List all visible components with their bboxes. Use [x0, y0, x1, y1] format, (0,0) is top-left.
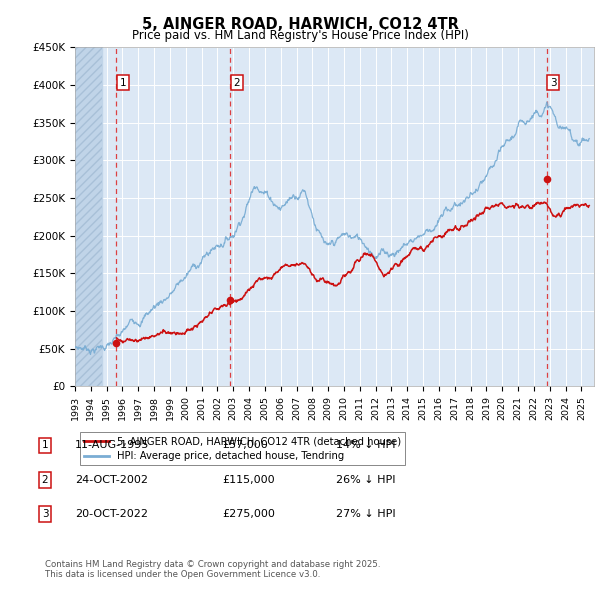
Text: 1: 1 — [41, 441, 49, 450]
Text: 1: 1 — [119, 78, 126, 88]
Text: 20-OCT-2022: 20-OCT-2022 — [75, 509, 148, 519]
Text: 3: 3 — [41, 509, 49, 519]
Text: £57,000: £57,000 — [222, 441, 268, 450]
Text: £115,000: £115,000 — [222, 475, 275, 484]
Text: 3: 3 — [550, 78, 556, 88]
Text: 27% ↓ HPI: 27% ↓ HPI — [336, 509, 395, 519]
Text: Price paid vs. HM Land Registry's House Price Index (HPI): Price paid vs. HM Land Registry's House … — [131, 29, 469, 42]
Text: 24-OCT-2002: 24-OCT-2002 — [75, 475, 148, 484]
Text: 2: 2 — [233, 78, 240, 88]
Text: 14% ↓ HPI: 14% ↓ HPI — [336, 441, 395, 450]
Bar — [75, 47, 102, 386]
Bar — [75, 47, 102, 386]
Text: 26% ↓ HPI: 26% ↓ HPI — [336, 475, 395, 484]
Text: 5, AINGER ROAD, HARWICH, CO12 4TR: 5, AINGER ROAD, HARWICH, CO12 4TR — [142, 17, 458, 31]
Text: 2: 2 — [41, 475, 49, 484]
Text: £275,000: £275,000 — [222, 509, 275, 519]
Text: 11-AUG-1995: 11-AUG-1995 — [75, 441, 149, 450]
Legend: 5, AINGER ROAD, HARWICH, CO12 4TR (detached house), HPI: Average price, detached: 5, AINGER ROAD, HARWICH, CO12 4TR (detac… — [80, 432, 405, 465]
Text: Contains HM Land Registry data © Crown copyright and database right 2025.
This d: Contains HM Land Registry data © Crown c… — [45, 560, 380, 579]
